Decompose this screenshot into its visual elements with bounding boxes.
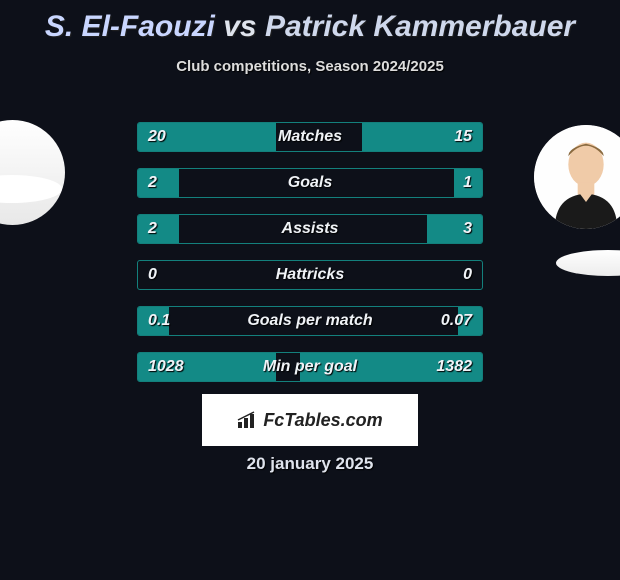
brand-text: FcTables.com [263, 410, 382, 431]
stat-row: 2Goals1 [137, 168, 483, 198]
stat-row: 1028Min per goal1382 [137, 352, 483, 382]
stat-value-right: 0.07 [441, 307, 472, 335]
stat-value-right: 15 [454, 123, 472, 151]
stat-value-right: 3 [463, 215, 472, 243]
player1-name: S. El-Faouzi [45, 10, 215, 43]
stat-row: 0Hattricks0 [137, 260, 483, 290]
player1-flag [0, 175, 62, 203]
stats-table: 20Matches15 2Goals1 2Assists3 0Hattricks0 0.… [137, 122, 483, 398]
subtitle: Club competitions, Season 2024/2025 [0, 58, 620, 75]
stat-row: 0.1Goals per match0.07 [137, 306, 483, 336]
player2-avatar [534, 125, 620, 229]
player2-flag [556, 250, 620, 276]
stat-row: 20Matches15 [137, 122, 483, 152]
stat-value-right: 1382 [436, 353, 472, 381]
brand-badge: FcTables.com [202, 394, 418, 446]
page-title: S. El-Faouzi vs Patrick Kammerbauer [0, 0, 620, 44]
stat-label: Min per goal [138, 353, 482, 381]
vs-text: vs [223, 10, 256, 43]
player2-name: Patrick Kammerbauer [265, 10, 575, 43]
brand-icon [237, 411, 259, 429]
stat-label: Matches [138, 123, 482, 151]
stat-value-right: 1 [463, 169, 472, 197]
stat-value-right: 0 [463, 261, 472, 289]
stat-label: Goals [138, 169, 482, 197]
stat-label: Hattricks [138, 261, 482, 289]
stat-label: Assists [138, 215, 482, 243]
stat-row: 2Assists3 [137, 214, 483, 244]
stat-label: Goals per match [138, 307, 482, 335]
date-text: 20 january 2025 [0, 454, 620, 474]
player1-avatar [0, 120, 65, 225]
